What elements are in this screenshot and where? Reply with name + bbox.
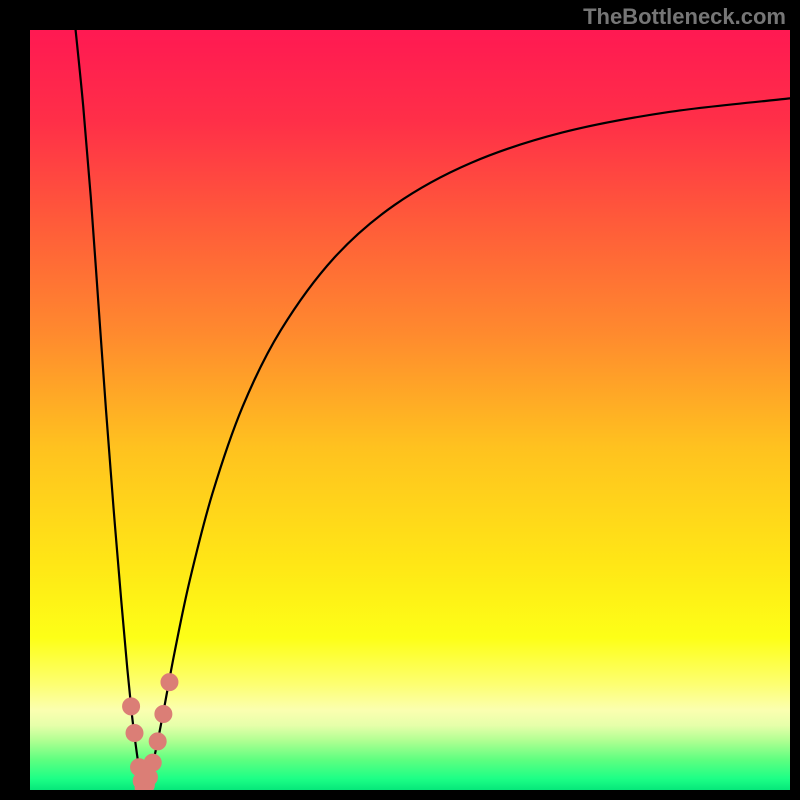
- chart-svg: [0, 0, 800, 800]
- data-marker: [126, 725, 143, 742]
- plot-background: [30, 30, 790, 790]
- watermark-text: TheBottleneck.com: [583, 4, 786, 30]
- data-marker: [161, 674, 178, 691]
- data-marker: [155, 706, 172, 723]
- data-marker: [123, 698, 140, 715]
- data-marker: [144, 754, 161, 771]
- data-marker: [149, 733, 166, 750]
